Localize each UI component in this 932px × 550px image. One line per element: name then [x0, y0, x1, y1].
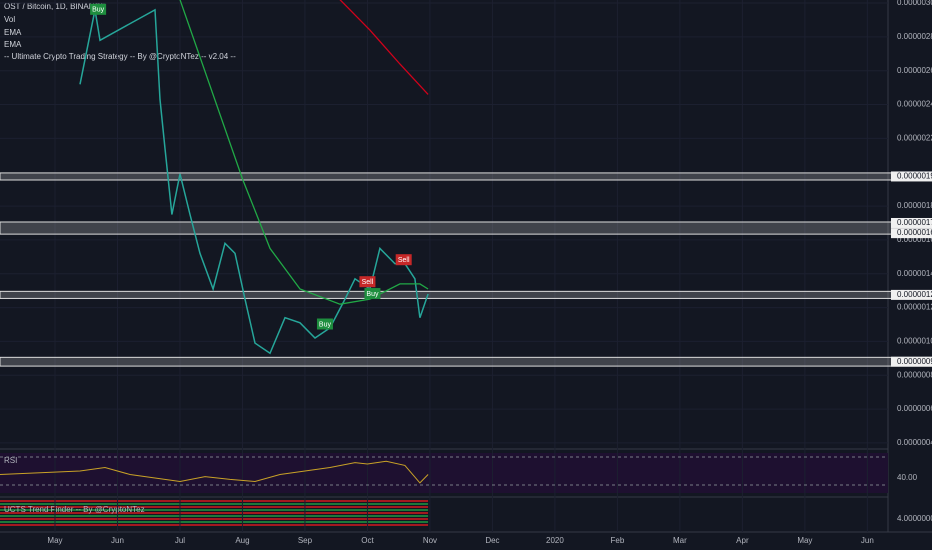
ema-line — [339, 0, 429, 95]
signal-box — [359, 276, 376, 288]
x-tick-label: Dec — [485, 536, 499, 545]
signal-box — [90, 3, 107, 15]
x-tick-label: May — [797, 536, 812, 545]
legend-item: EMA — [4, 40, 22, 49]
zone-label-bg — [891, 228, 932, 239]
zone — [0, 221, 932, 235]
rsi-line — [0, 460, 429, 484]
y-tick-label: 0.00000300 — [897, 0, 932, 7]
x-tick-label: Jul — [175, 536, 185, 545]
trend-stripe — [0, 524, 429, 526]
zone-label-bg — [891, 289, 932, 300]
trend-tick: 4.00000000 — [897, 514, 932, 523]
zone-label-bg — [891, 171, 932, 182]
x-tick-label: May — [47, 536, 62, 545]
y-tick-label: 0.00000160 — [897, 235, 932, 244]
x-tick-label: Feb — [611, 536, 625, 545]
price-line — [79, 8, 429, 355]
trend-stripe — [0, 509, 429, 511]
y-tick-label: 0.00000060 — [897, 404, 932, 413]
x-tick-label: Oct — [361, 536, 374, 545]
trend-stripe — [0, 503, 429, 505]
signal-label: Buy — [366, 291, 379, 298]
y-tick-label: 0.00000260 — [897, 66, 932, 75]
y-tick-label: 0.00000240 — [897, 100, 932, 109]
x-tick-label: Apr — [736, 536, 749, 545]
legend-item: Vol — [4, 15, 15, 24]
zone-label: 0.00000164 — [897, 228, 932, 237]
zone-label: 0.00000199 — [897, 172, 932, 181]
zone — [0, 290, 932, 299]
trend-stripe — [0, 515, 429, 517]
x-tick-label: Mar — [673, 536, 687, 545]
x-tick-label: Nov — [423, 536, 437, 545]
y-tick-label: 0.00000140 — [897, 269, 932, 278]
y-tick-label: 0.00000180 — [897, 201, 932, 210]
x-tick-label: Jun — [111, 536, 124, 545]
x-tick-label: Sep — [298, 536, 313, 545]
signal-label: Sell — [362, 279, 374, 286]
y-tick-label: 0.00000220 — [897, 134, 932, 143]
signal-box — [364, 288, 381, 300]
trend-stripes — [0, 500, 429, 526]
y-tick-label: 0.00000120 — [897, 303, 932, 312]
signal-label: Sell — [398, 257, 410, 264]
x-tick-label: Jun — [861, 536, 874, 545]
signal-label: Buy — [92, 7, 105, 14]
zone-label-bg — [891, 356, 932, 367]
x-tick-label: 2020 — [546, 536, 564, 545]
rsi-band — [0, 453, 888, 493]
zone-label-bg — [891, 217, 932, 228]
trend-stripe — [0, 512, 429, 514]
trend-stripe — [0, 506, 429, 508]
zone — [0, 356, 932, 367]
zone-label: 0.00000170 — [897, 218, 932, 227]
y-tick-label: 0.00000100 — [897, 337, 932, 346]
trend-stripe — [0, 500, 429, 502]
trend-title: UCTS Trend Finder -- By @CryptoNTez — [4, 505, 145, 514]
x-tick-label: Aug — [235, 536, 249, 545]
rsi-title: RSI — [4, 456, 17, 465]
signal-label: Buy — [319, 321, 332, 328]
signal-box — [395, 254, 412, 266]
signal-box — [316, 318, 333, 330]
y-tick-label: 0.00000080 — [897, 370, 932, 379]
rsi-tick-label: 40.00 — [897, 473, 918, 482]
zone — [0, 172, 932, 181]
legend-item: EMA — [4, 28, 22, 37]
zone-label: 0.00000129 — [897, 290, 932, 299]
trend-stripe — [0, 521, 429, 523]
y-tick-label: 0.00000280 — [897, 32, 932, 41]
zone-label: 0.00000090 — [897, 357, 932, 366]
ema-line — [179, 0, 429, 305]
legend-item: -- Ultimate Crypto Trading Strategy -- B… — [4, 52, 236, 61]
trend-stripe — [0, 518, 429, 520]
